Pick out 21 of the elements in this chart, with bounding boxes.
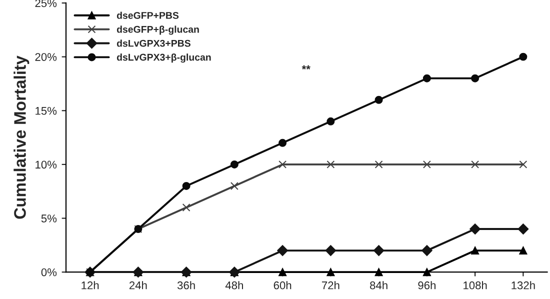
- legend-label: dseGFP+PBS: [116, 12, 179, 19]
- annotation: **: [302, 65, 310, 70]
- x-tick-label: 84h: [370, 281, 388, 290]
- y-tick-label: 10%: [36, 160, 57, 169]
- y-tick-label: 15%: [36, 106, 57, 115]
- y-tick-label: 5%: [41, 214, 57, 222]
- legend-label: dsLvGPX3+PBS: [116, 40, 190, 47]
- y-tick-label: 0%: [41, 268, 57, 276]
- x-tick-label: 12h: [82, 281, 99, 290]
- x-tick-label: 132h: [512, 281, 535, 290]
- y-axis-title: Cumulative Mortality: [14, 56, 30, 219]
- x-tick-label: 60h: [274, 281, 292, 290]
- x-tick-label: 48h: [225, 281, 243, 290]
- x-tick-label: 72h: [322, 281, 340, 290]
- x-tick-label: 36h: [177, 281, 195, 290]
- x-tick-label: 96h: [418, 281, 436, 290]
- legend-label: dsLvGPX3+β-glucan: [116, 54, 211, 63]
- x-tick-label: 108h: [464, 281, 487, 290]
- y-tick-label: 20%: [35, 53, 57, 61]
- x-tick-label: 24h: [129, 281, 147, 290]
- legend-label: dseGFP+β-glucan: [116, 26, 199, 35]
